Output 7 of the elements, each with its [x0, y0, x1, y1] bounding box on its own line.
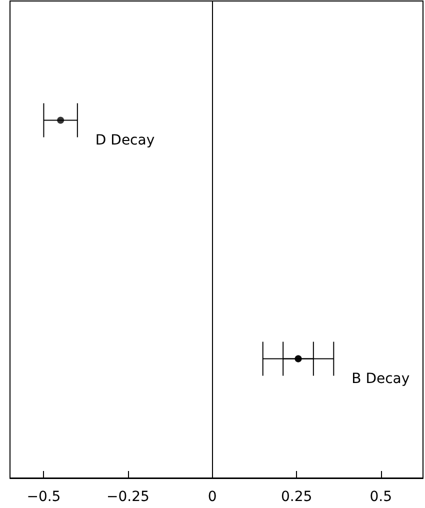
text: B Decay [352, 370, 410, 387]
x-tick-label: 0 [208, 489, 217, 505]
x-tick-label: 0.25 [280, 489, 312, 505]
x-tick-label: 0.5 [370, 489, 392, 505]
text: D Decay [95, 132, 155, 148]
x-tick-label: −0.25 [106, 489, 150, 505]
x-tick-label: −0.5 [26, 489, 61, 505]
